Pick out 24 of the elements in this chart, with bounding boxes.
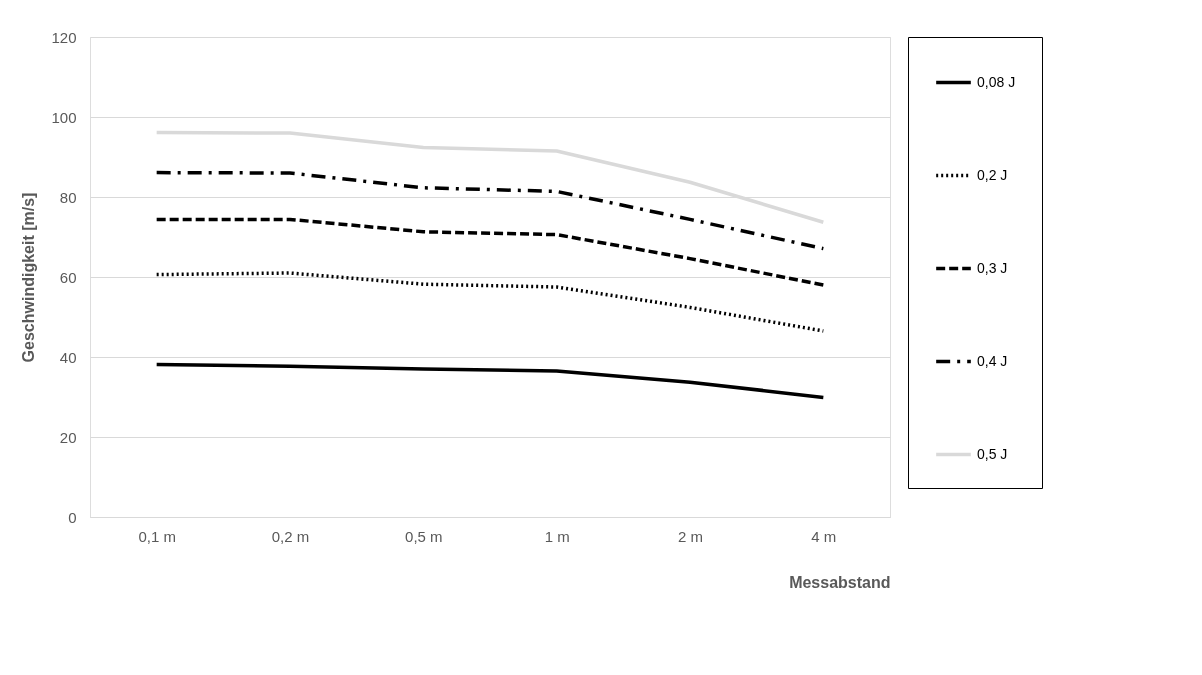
y-tick-label: 40: [59, 348, 77, 366]
line-series: [154, 217, 826, 287]
legend-label: 0,3 J: [977, 259, 1008, 276]
line-series: [154, 362, 826, 400]
legend-label: 0,5 J: [977, 445, 1008, 462]
x-axis-title: Messabstand: [789, 573, 891, 591]
line-series: [154, 271, 826, 333]
y-axis-title: Geschwindigkeit [m/s]: [20, 192, 38, 363]
x-tick-label: 1 m: [544, 527, 570, 545]
legend-label: 0,2 J: [977, 166, 1008, 183]
x-tick-label: 0,5 m: [405, 527, 443, 545]
y-tick-label: 60: [59, 268, 77, 286]
y-tick-label: 0: [68, 508, 77, 526]
x-tick-label: 0,1 m: [138, 527, 176, 545]
x-tick-label: 2 m: [677, 527, 704, 545]
y-tick-label: 120: [51, 28, 77, 46]
legend-label: 0,4 J: [977, 352, 1008, 369]
y-tick-label: 100: [51, 108, 77, 126]
y-tick-label: 20: [59, 428, 77, 446]
line-series: [154, 170, 826, 251]
x-tick-label: 0,2 m: [271, 527, 310, 545]
y-tick-label: 80: [59, 188, 77, 206]
legend-label: 0,08 J: [977, 73, 1016, 90]
x-tick-label: 4 m: [811, 527, 837, 545]
